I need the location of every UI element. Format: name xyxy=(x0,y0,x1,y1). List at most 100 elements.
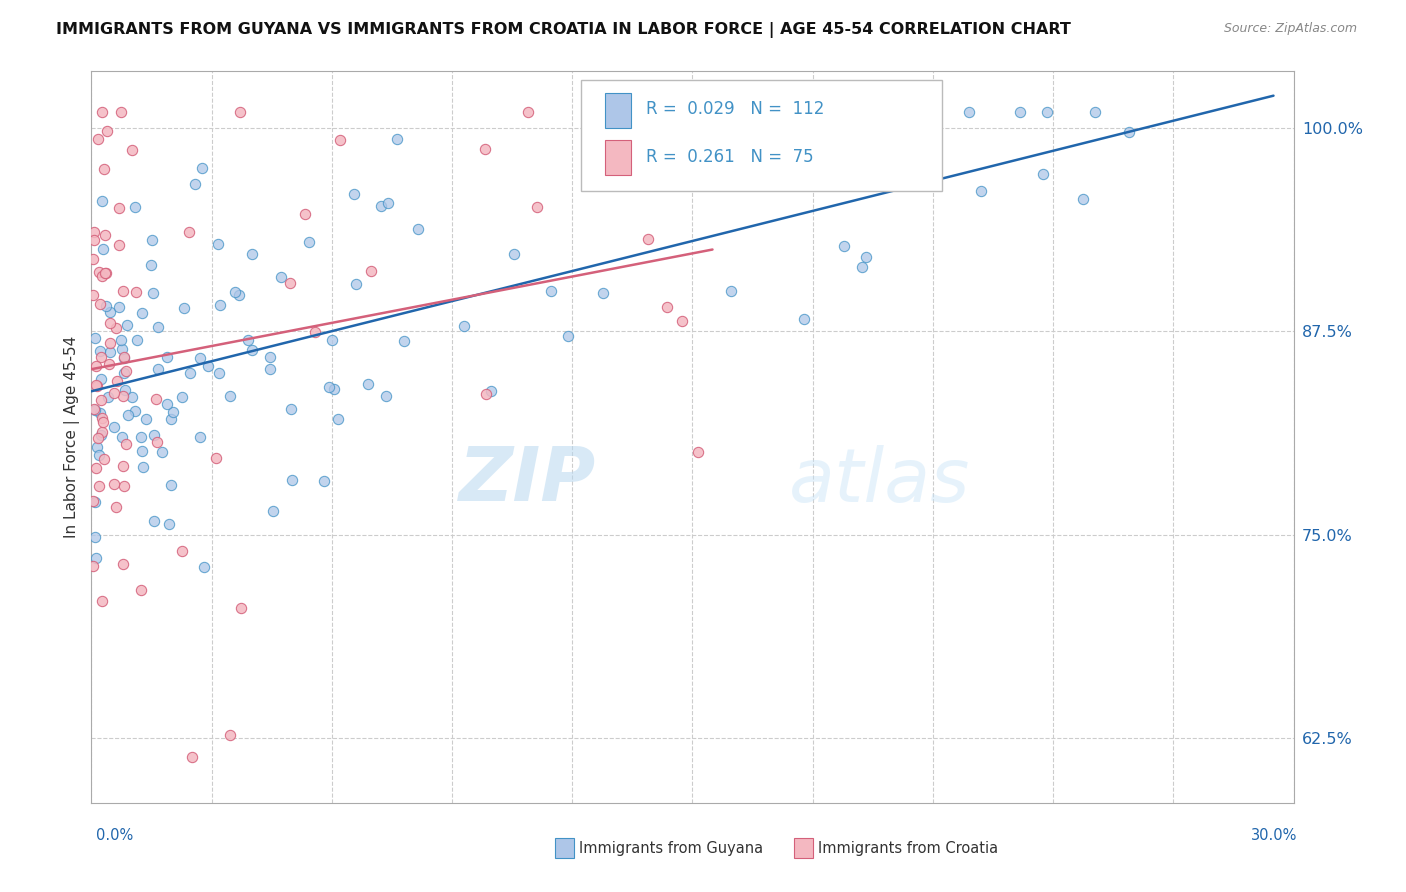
Point xyxy=(278,276,301,290)
Point xyxy=(89,265,111,279)
Point xyxy=(82,287,104,301)
Point xyxy=(318,379,340,393)
Point xyxy=(91,105,114,120)
Point xyxy=(219,389,242,403)
Text: Immigrants from Croatia: Immigrants from Croatia xyxy=(818,841,998,855)
Point xyxy=(145,392,167,406)
Point xyxy=(103,385,125,400)
Point xyxy=(90,350,112,364)
Point xyxy=(188,429,211,443)
Point xyxy=(84,494,107,508)
Point xyxy=(108,238,131,252)
Text: R =  0.261   N =  75: R = 0.261 N = 75 xyxy=(645,148,813,166)
Point xyxy=(326,412,349,426)
Point xyxy=(84,551,107,566)
Point xyxy=(90,428,112,442)
Point xyxy=(91,415,114,429)
Point xyxy=(146,361,169,376)
Point xyxy=(907,105,929,120)
Point xyxy=(179,226,201,240)
Point xyxy=(142,285,165,300)
Point xyxy=(108,301,131,315)
Point xyxy=(143,427,166,442)
Point xyxy=(141,233,163,247)
Point xyxy=(172,544,194,558)
Point xyxy=(197,359,219,374)
Text: ZIP: ZIP xyxy=(458,444,596,517)
Point xyxy=(686,445,709,459)
Point xyxy=(240,247,263,261)
Point xyxy=(503,246,526,260)
Bar xyxy=(605,93,631,128)
Point xyxy=(90,392,112,407)
Point xyxy=(84,330,107,344)
Text: Source: ZipAtlas.com: Source: ZipAtlas.com xyxy=(1223,22,1357,36)
Point xyxy=(1010,105,1032,120)
Point xyxy=(1084,105,1107,120)
Point xyxy=(103,420,125,434)
Point xyxy=(157,516,180,531)
Point xyxy=(304,325,326,339)
Point xyxy=(406,222,429,236)
Point xyxy=(98,345,121,359)
Point xyxy=(224,285,246,300)
Text: atlas: atlas xyxy=(789,445,970,517)
Point xyxy=(89,479,111,493)
Point xyxy=(83,233,105,247)
Point xyxy=(111,430,134,444)
Point xyxy=(103,476,125,491)
Point xyxy=(121,143,143,157)
Point xyxy=(280,401,302,416)
Point xyxy=(91,242,114,256)
Point xyxy=(93,452,115,467)
Point xyxy=(321,333,343,347)
Point xyxy=(526,200,548,214)
Point xyxy=(173,301,195,315)
Point xyxy=(179,366,201,380)
Point xyxy=(112,366,135,380)
Point xyxy=(184,177,207,191)
Point xyxy=(124,200,146,214)
Point xyxy=(344,277,367,291)
Point xyxy=(259,362,281,376)
Point xyxy=(91,411,114,425)
Point xyxy=(89,448,111,462)
Point xyxy=(208,297,231,311)
Point xyxy=(180,750,202,764)
Point xyxy=(97,357,120,371)
Point xyxy=(576,140,599,154)
Point xyxy=(298,235,321,249)
Point xyxy=(96,124,118,138)
Point xyxy=(475,387,498,401)
Text: R =  0.029   N =  112: R = 0.029 N = 112 xyxy=(645,101,824,119)
Point xyxy=(360,263,382,277)
Point xyxy=(91,425,114,439)
Text: 30.0%: 30.0% xyxy=(1251,829,1298,843)
Point xyxy=(172,390,194,404)
Point xyxy=(394,334,416,348)
Point xyxy=(112,479,135,493)
Point xyxy=(228,288,250,302)
Point xyxy=(156,397,179,411)
Point xyxy=(86,440,108,454)
Point xyxy=(112,350,135,364)
Point xyxy=(89,344,111,359)
Point xyxy=(385,131,408,145)
Point xyxy=(294,207,316,221)
Point xyxy=(229,600,252,615)
Point xyxy=(377,196,399,211)
Point xyxy=(117,408,139,422)
Point xyxy=(240,343,263,357)
Point xyxy=(135,412,157,426)
Point xyxy=(343,186,366,201)
Point xyxy=(188,351,211,365)
Point xyxy=(370,199,392,213)
Point xyxy=(104,321,127,335)
Point xyxy=(89,406,111,420)
Point xyxy=(131,306,153,320)
Point xyxy=(208,367,231,381)
Point xyxy=(259,350,281,364)
Point xyxy=(207,236,229,251)
Point xyxy=(82,494,104,508)
Bar xyxy=(794,838,813,858)
